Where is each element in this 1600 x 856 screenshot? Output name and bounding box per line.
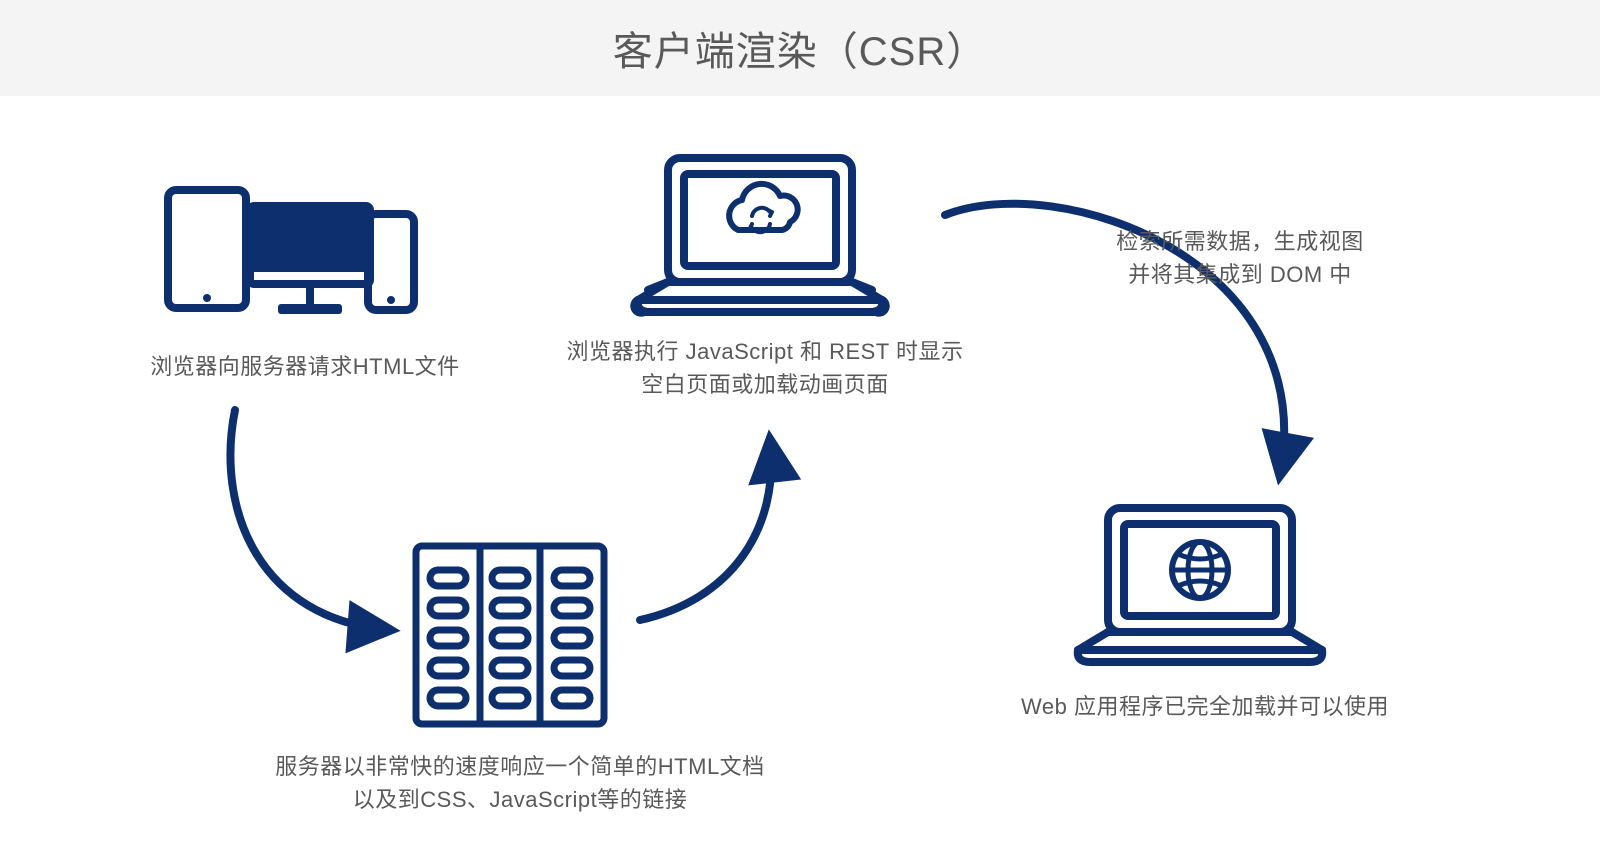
label-retrieve: 检索所需数据，生成视图并将其集成到 DOM 中 [1090,225,1390,291]
label-server: 服务器以非常快的速度响应一个简单的HTML文档以及到CSS、JavaScript… [250,750,790,816]
laptop-cloud-icon [630,150,890,320]
label-laptop-cloud: 浏览器执行 JavaScript 和 REST 时显示空白页面或加载动画页面 [555,335,975,401]
arrow-1 [230,410,390,630]
server-rack-icon [410,540,610,730]
laptop-globe-icon [1070,500,1330,670]
flow-arrows [0,0,1600,856]
header-bar: 客户端渲染（CSR） [0,0,1600,96]
page-title: 客户端渲染（CSR） [613,19,987,77]
label-laptop-globe: Web 应用程序已完全加载并可以使用 [1010,690,1400,723]
label-devices: 浏览器向服务器请求HTML文件 [140,350,470,383]
arrow-2 [640,440,771,620]
devices-icon [160,180,420,330]
